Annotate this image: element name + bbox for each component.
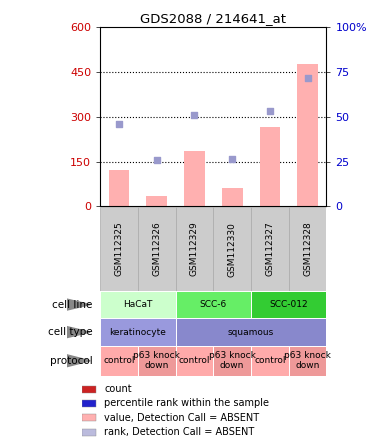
Bar <box>109 170 129 206</box>
Bar <box>175 291 251 318</box>
Bar <box>82 385 96 392</box>
Text: p63 knock
down: p63 knock down <box>209 351 256 370</box>
Text: control: control <box>103 356 135 365</box>
Text: cell type: cell type <box>48 327 93 337</box>
Point <box>305 74 311 81</box>
Bar <box>213 346 251 376</box>
Text: value, Detection Call = ABSENT: value, Detection Call = ABSENT <box>104 413 259 423</box>
Text: keratinocyte: keratinocyte <box>109 328 166 337</box>
Bar <box>260 127 280 206</box>
Bar <box>175 346 213 376</box>
Text: control: control <box>179 356 210 365</box>
Text: GSM112326: GSM112326 <box>152 222 161 277</box>
Polygon shape <box>67 299 90 310</box>
Bar <box>184 151 205 206</box>
Text: SCC-6: SCC-6 <box>200 300 227 309</box>
Bar <box>251 291 326 318</box>
Bar <box>100 318 175 346</box>
Bar <box>175 318 326 346</box>
Bar <box>82 400 96 407</box>
Text: SCC-012: SCC-012 <box>269 300 308 309</box>
Text: control: control <box>254 356 286 365</box>
Bar <box>100 346 138 376</box>
Text: protocol: protocol <box>50 356 93 366</box>
Point <box>229 155 235 162</box>
Text: HaCaT: HaCaT <box>123 300 152 309</box>
Text: GSM112325: GSM112325 <box>115 222 124 277</box>
Text: GSM112330: GSM112330 <box>228 222 237 277</box>
Text: GSM112328: GSM112328 <box>303 222 312 277</box>
Bar <box>100 207 138 291</box>
Bar <box>82 429 96 436</box>
Title: GDS2088 / 214641_at: GDS2088 / 214641_at <box>140 12 286 25</box>
Bar <box>297 64 318 206</box>
Text: count: count <box>104 384 132 394</box>
Bar <box>289 346 326 376</box>
Text: p63 knock
down: p63 knock down <box>133 351 180 370</box>
Text: rank, Detection Call = ABSENT: rank, Detection Call = ABSENT <box>104 427 254 437</box>
Bar <box>251 346 289 376</box>
Point <box>267 107 273 114</box>
Text: percentile rank within the sample: percentile rank within the sample <box>104 398 269 408</box>
Text: GSM112329: GSM112329 <box>190 222 199 277</box>
Bar <box>147 196 167 206</box>
Bar <box>175 207 213 291</box>
Text: cell line: cell line <box>52 300 93 309</box>
Point <box>116 120 122 127</box>
Text: GSM112327: GSM112327 <box>265 222 275 277</box>
Bar <box>222 188 243 206</box>
Bar <box>138 207 175 291</box>
Bar <box>100 291 175 318</box>
Polygon shape <box>67 355 90 367</box>
Bar <box>138 346 175 376</box>
Text: squamous: squamous <box>228 328 274 337</box>
Bar <box>82 414 96 421</box>
Text: p63 knock
down: p63 knock down <box>284 351 331 370</box>
Point <box>191 111 197 119</box>
Bar <box>213 207 251 291</box>
Polygon shape <box>67 327 90 337</box>
Bar <box>251 207 289 291</box>
Bar <box>289 207 326 291</box>
Point <box>154 156 160 163</box>
